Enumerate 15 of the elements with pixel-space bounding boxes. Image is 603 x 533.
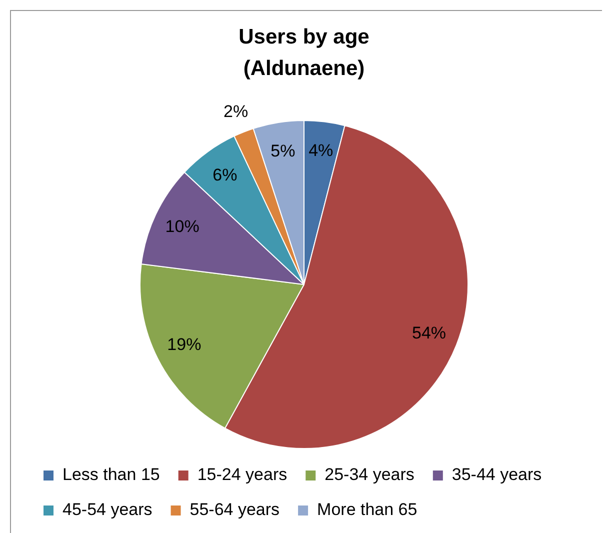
data-label: 19% (167, 335, 202, 354)
data-label: 2% (223, 102, 248, 121)
data-label: 6% (212, 165, 238, 184)
legend-label: More than 65 (317, 500, 418, 520)
data-label: 5% (270, 141, 296, 160)
legend-label: 45-54 years (62, 500, 152, 520)
legend-label: Less than 15 (62, 465, 160, 484)
data-label: 4% (308, 140, 334, 160)
legend-label: 15-24 years (197, 465, 288, 484)
chart-title: Users by age (Aldunaene) (238, 26, 370, 80)
legend-label: 35-44 years (452, 465, 542, 484)
legend-label: 55-64 years (190, 500, 280, 520)
data-label: 54% (412, 324, 446, 343)
data-label: 10% (165, 216, 200, 236)
legend-label: 25-34 years (324, 465, 414, 484)
